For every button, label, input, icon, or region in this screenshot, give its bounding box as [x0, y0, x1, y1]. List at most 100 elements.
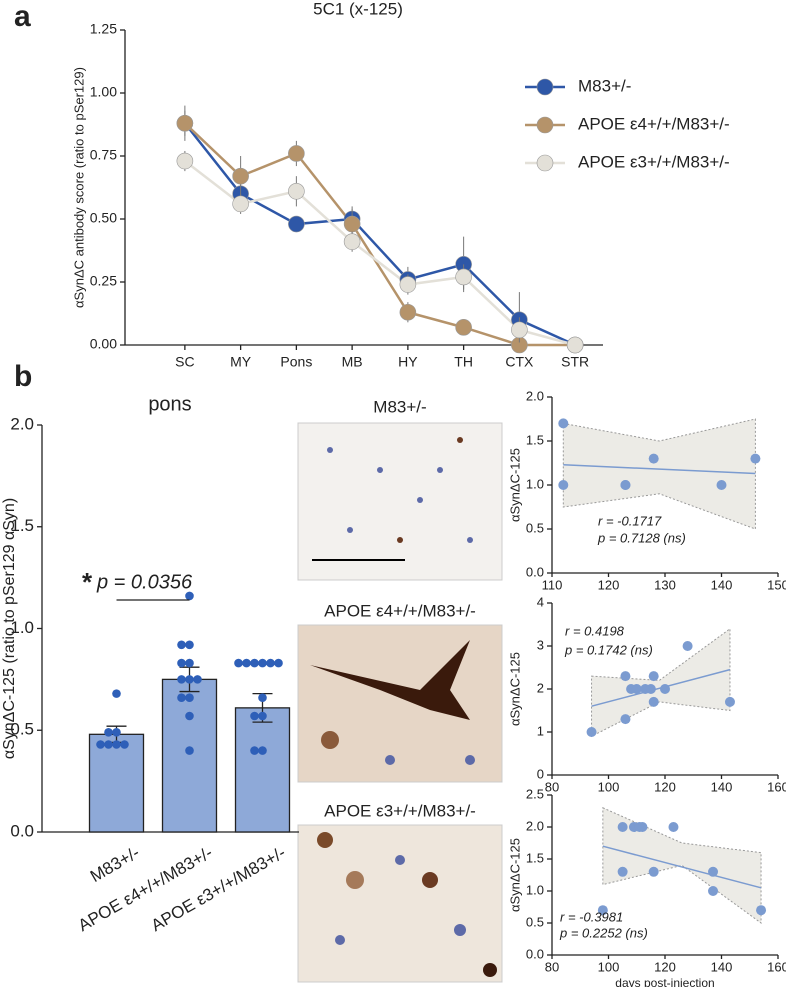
data-point: [234, 658, 243, 668]
point: [288, 145, 305, 162]
chart-title: pons: [148, 393, 191, 415]
data-point: [185, 746, 194, 755]
bar: [88, 733, 145, 833]
data-point: [617, 866, 628, 877]
x-tick-label: 100: [598, 779, 620, 794]
y-tick-label: 0.50: [90, 210, 117, 226]
y-axis-label: αSynΔC antibody score (ratio to pSer129): [71, 67, 86, 308]
data-point: [274, 658, 283, 668]
data-point: [648, 866, 659, 877]
y-tick-label: 0.00: [90, 336, 117, 352]
data-point: [648, 671, 659, 682]
micrograph: [297, 824, 503, 983]
data-point: [637, 822, 648, 832]
data-point: [631, 684, 642, 694]
x-tick-label: 140: [711, 779, 733, 794]
point: [511, 321, 528, 339]
point: [232, 167, 249, 185]
x-axis-label: days post-injection: [615, 976, 714, 987]
series-line: [184, 122, 576, 347]
data-point: [250, 711, 259, 721]
data-point: [597, 905, 608, 916]
data-point: [660, 684, 670, 694]
point: [288, 215, 305, 233]
data-point: [724, 696, 735, 707]
point: [455, 268, 472, 286]
y-tick-label: 0.75: [90, 147, 117, 163]
bar: [161, 678, 218, 833]
x-tick-label: 120: [654, 779, 676, 794]
annotation: r = 0.4198: [565, 623, 625, 638]
data-point: [185, 640, 194, 650]
point: [343, 215, 361, 233]
data-point: [750, 453, 761, 464]
y-tick-label: 0.0: [526, 946, 544, 961]
data-point: [620, 714, 631, 725]
data-point: [756, 905, 767, 916]
data-point: [185, 711, 194, 721]
x-tick-label: STR: [561, 354, 589, 370]
data-point: [185, 693, 194, 702]
x-tick-label: Pons: [280, 354, 312, 370]
chart-title: 5C1 (x-125): [313, 0, 403, 18]
data-point: [648, 453, 659, 464]
data-point: [586, 727, 597, 737]
data-point: [112, 727, 121, 737]
annotation: p = 0.0356: [96, 571, 193, 593]
data-point: [120, 740, 129, 749]
x-tick-label: 110: [542, 577, 563, 592]
image-label: APOE ε3+/+/M83+/-: [324, 801, 476, 820]
panel-label: b: [14, 360, 32, 393]
series-line: [184, 160, 576, 347]
legend-label: APOE ε4+/+/M83+/-: [578, 114, 730, 133]
y-tick-label: 0.5: [526, 520, 544, 535]
data-point: [668, 822, 679, 832]
y-axis-label: αSynΔC-125: [507, 652, 522, 726]
data-point: [558, 418, 569, 429]
y-tick-label: 2: [537, 680, 544, 695]
annotation: p = 0.2252 (ns): [559, 925, 648, 940]
y-tick-label: 0.25: [90, 273, 117, 289]
x-tick-label: 120: [654, 959, 676, 974]
data-point: [648, 696, 659, 707]
data-point: [682, 641, 693, 651]
x-tick-label: 140: [711, 959, 733, 974]
bar: [234, 707, 291, 833]
y-tick-label: 0.5: [526, 914, 544, 929]
x-tick-label: HY: [398, 354, 418, 370]
data-point: [266, 658, 275, 668]
data-point: [112, 740, 121, 749]
data-point: [177, 640, 186, 650]
data-point: [258, 711, 267, 721]
data-point: [620, 480, 631, 490]
y-tick-label: 1.0: [526, 882, 544, 897]
data-point: [104, 740, 113, 749]
y-tick-label: 1.00: [90, 84, 117, 100]
legend-marker: [536, 78, 554, 96]
fit-line: [602, 845, 762, 889]
point: [455, 319, 472, 336]
point: [176, 152, 194, 170]
x-tick-label: TH: [454, 354, 473, 370]
y-tick-label: 1.0: [10, 618, 34, 637]
point: [399, 303, 417, 321]
y-tick-label: 2.5: [526, 786, 544, 801]
x-tick-label: 160: [767, 959, 786, 974]
data-point: [258, 693, 267, 702]
x-tick-label: 140: [711, 577, 733, 592]
annotation: r = -0.1717: [598, 513, 662, 528]
y-tick-label: 0: [537, 766, 544, 781]
image-label: APOE ε4+/+/M83+/-: [324, 601, 476, 620]
data-point: [250, 746, 259, 755]
point: [566, 336, 584, 354]
data-point: [258, 658, 267, 668]
y-tick-label: 2.0: [10, 414, 34, 433]
data-point: [185, 658, 194, 668]
data-point: [716, 480, 727, 490]
legend-label: APOE ε3+/+/M83+/-: [578, 152, 730, 171]
data-point: [708, 886, 719, 896]
image-label: M83+/-: [373, 397, 426, 416]
point: [399, 276, 417, 293]
data-point: [177, 693, 186, 702]
